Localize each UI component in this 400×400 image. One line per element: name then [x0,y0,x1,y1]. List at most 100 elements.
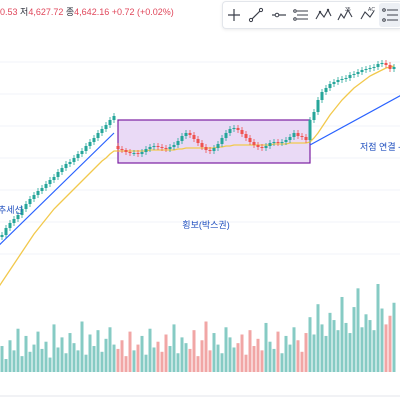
volume-bar [384,324,388,372]
candle-body [188,133,192,135]
volume-bars [0,284,396,372]
volume-bar [200,340,204,372]
candle-body [380,63,384,64]
candle-body [64,164,68,168]
candle-body [40,188,44,191]
volume-bar [216,344,220,372]
trendlines [0,95,400,246]
volume-bar [272,348,276,372]
volume-bar [20,356,24,372]
volume-bar [104,338,108,372]
candle-body [104,125,108,129]
candle-body [248,138,252,142]
volume-bar [360,327,364,372]
fib-retracement-icon [382,8,398,22]
uptrend-line [0,132,115,246]
sideways-box[interactable] [117,119,311,164]
volume-bar [260,350,264,372]
candle-body [356,72,360,74]
trend-line-tool[interactable] [245,3,267,27]
volume-bar [112,344,116,372]
candle-body [56,172,60,177]
volume-bar [168,346,172,372]
candle-body [368,68,372,69]
candle-body [244,134,248,138]
volume-bar [12,350,16,372]
volume-bar [296,340,300,372]
candle-body [228,129,232,133]
candle-body [160,147,164,148]
volume-bar [48,357,52,372]
candle-body [60,168,64,172]
candle-body [240,130,244,134]
cursor-tool[interactable] [223,3,245,27]
candle-body [32,195,36,199]
candle-body [124,150,128,152]
volume-bar [352,307,356,372]
candle-body [72,158,76,162]
volume-bar [88,334,92,372]
moving-average-line [0,65,395,287]
candle-body [200,143,204,147]
volume-bar [328,312,332,372]
candle-body [288,137,292,140]
abcd-pattern-tool[interactable]: AC [357,3,379,27]
volume-bar [72,343,76,372]
candle-body [172,145,176,147]
candle-body [208,150,212,151]
volume-bar [28,351,32,372]
candle-body [120,149,124,150]
candle-body [260,147,264,148]
volume-bar [388,315,392,372]
candle-body [268,143,272,146]
candle-body [216,144,220,148]
candle-body [52,177,56,180]
candle-body [320,92,324,100]
volume-bar [300,351,304,372]
candle-body [296,133,300,136]
volume-bar [152,347,156,372]
volume-bar [348,333,352,372]
volume-bar [292,327,296,372]
candle-body [364,69,368,70]
volume-bar [56,347,60,372]
volume-bar [332,320,336,372]
volume-bar [120,340,124,372]
candle-body [136,153,140,154]
volume-bar [180,337,184,372]
candle-body [212,148,216,151]
candle-body [224,133,228,138]
volume-bar [68,333,72,372]
volume-bar [324,335,328,372]
volume-bar [224,327,228,372]
elliott-wave-icon: 35 [337,7,353,21]
volume-bar [196,356,200,372]
xabcd-pattern-icon [315,8,332,20]
candle-body [264,146,268,148]
candle-body [384,63,388,65]
volume-bar [140,335,144,372]
elliott-wave-tool[interactable]: 35 [334,3,356,27]
parallel-channel-tool[interactable] [290,3,312,27]
volume-bar [276,331,280,372]
candle-body [348,75,352,78]
volume-bar [84,354,88,372]
volume-bar [156,341,160,372]
candle-body [308,120,312,140]
xabcd-pattern-tool[interactable] [312,3,334,27]
close-value: 4,642.16 [74,7,110,17]
candle-body [284,140,288,142]
volume-bar [364,314,368,372]
close-label: 종 [65,7,75,17]
horizontal-ray-tool[interactable] [268,3,290,27]
volume-bar [304,333,308,372]
volume-bar [284,335,288,372]
volume-bar [368,320,372,372]
fib-retracement-tool[interactable] [378,3,400,27]
candle-body [152,146,156,147]
volume-bar [96,330,100,372]
candle-body [20,209,24,215]
volume-bar [268,341,272,372]
candle-body [180,136,184,141]
